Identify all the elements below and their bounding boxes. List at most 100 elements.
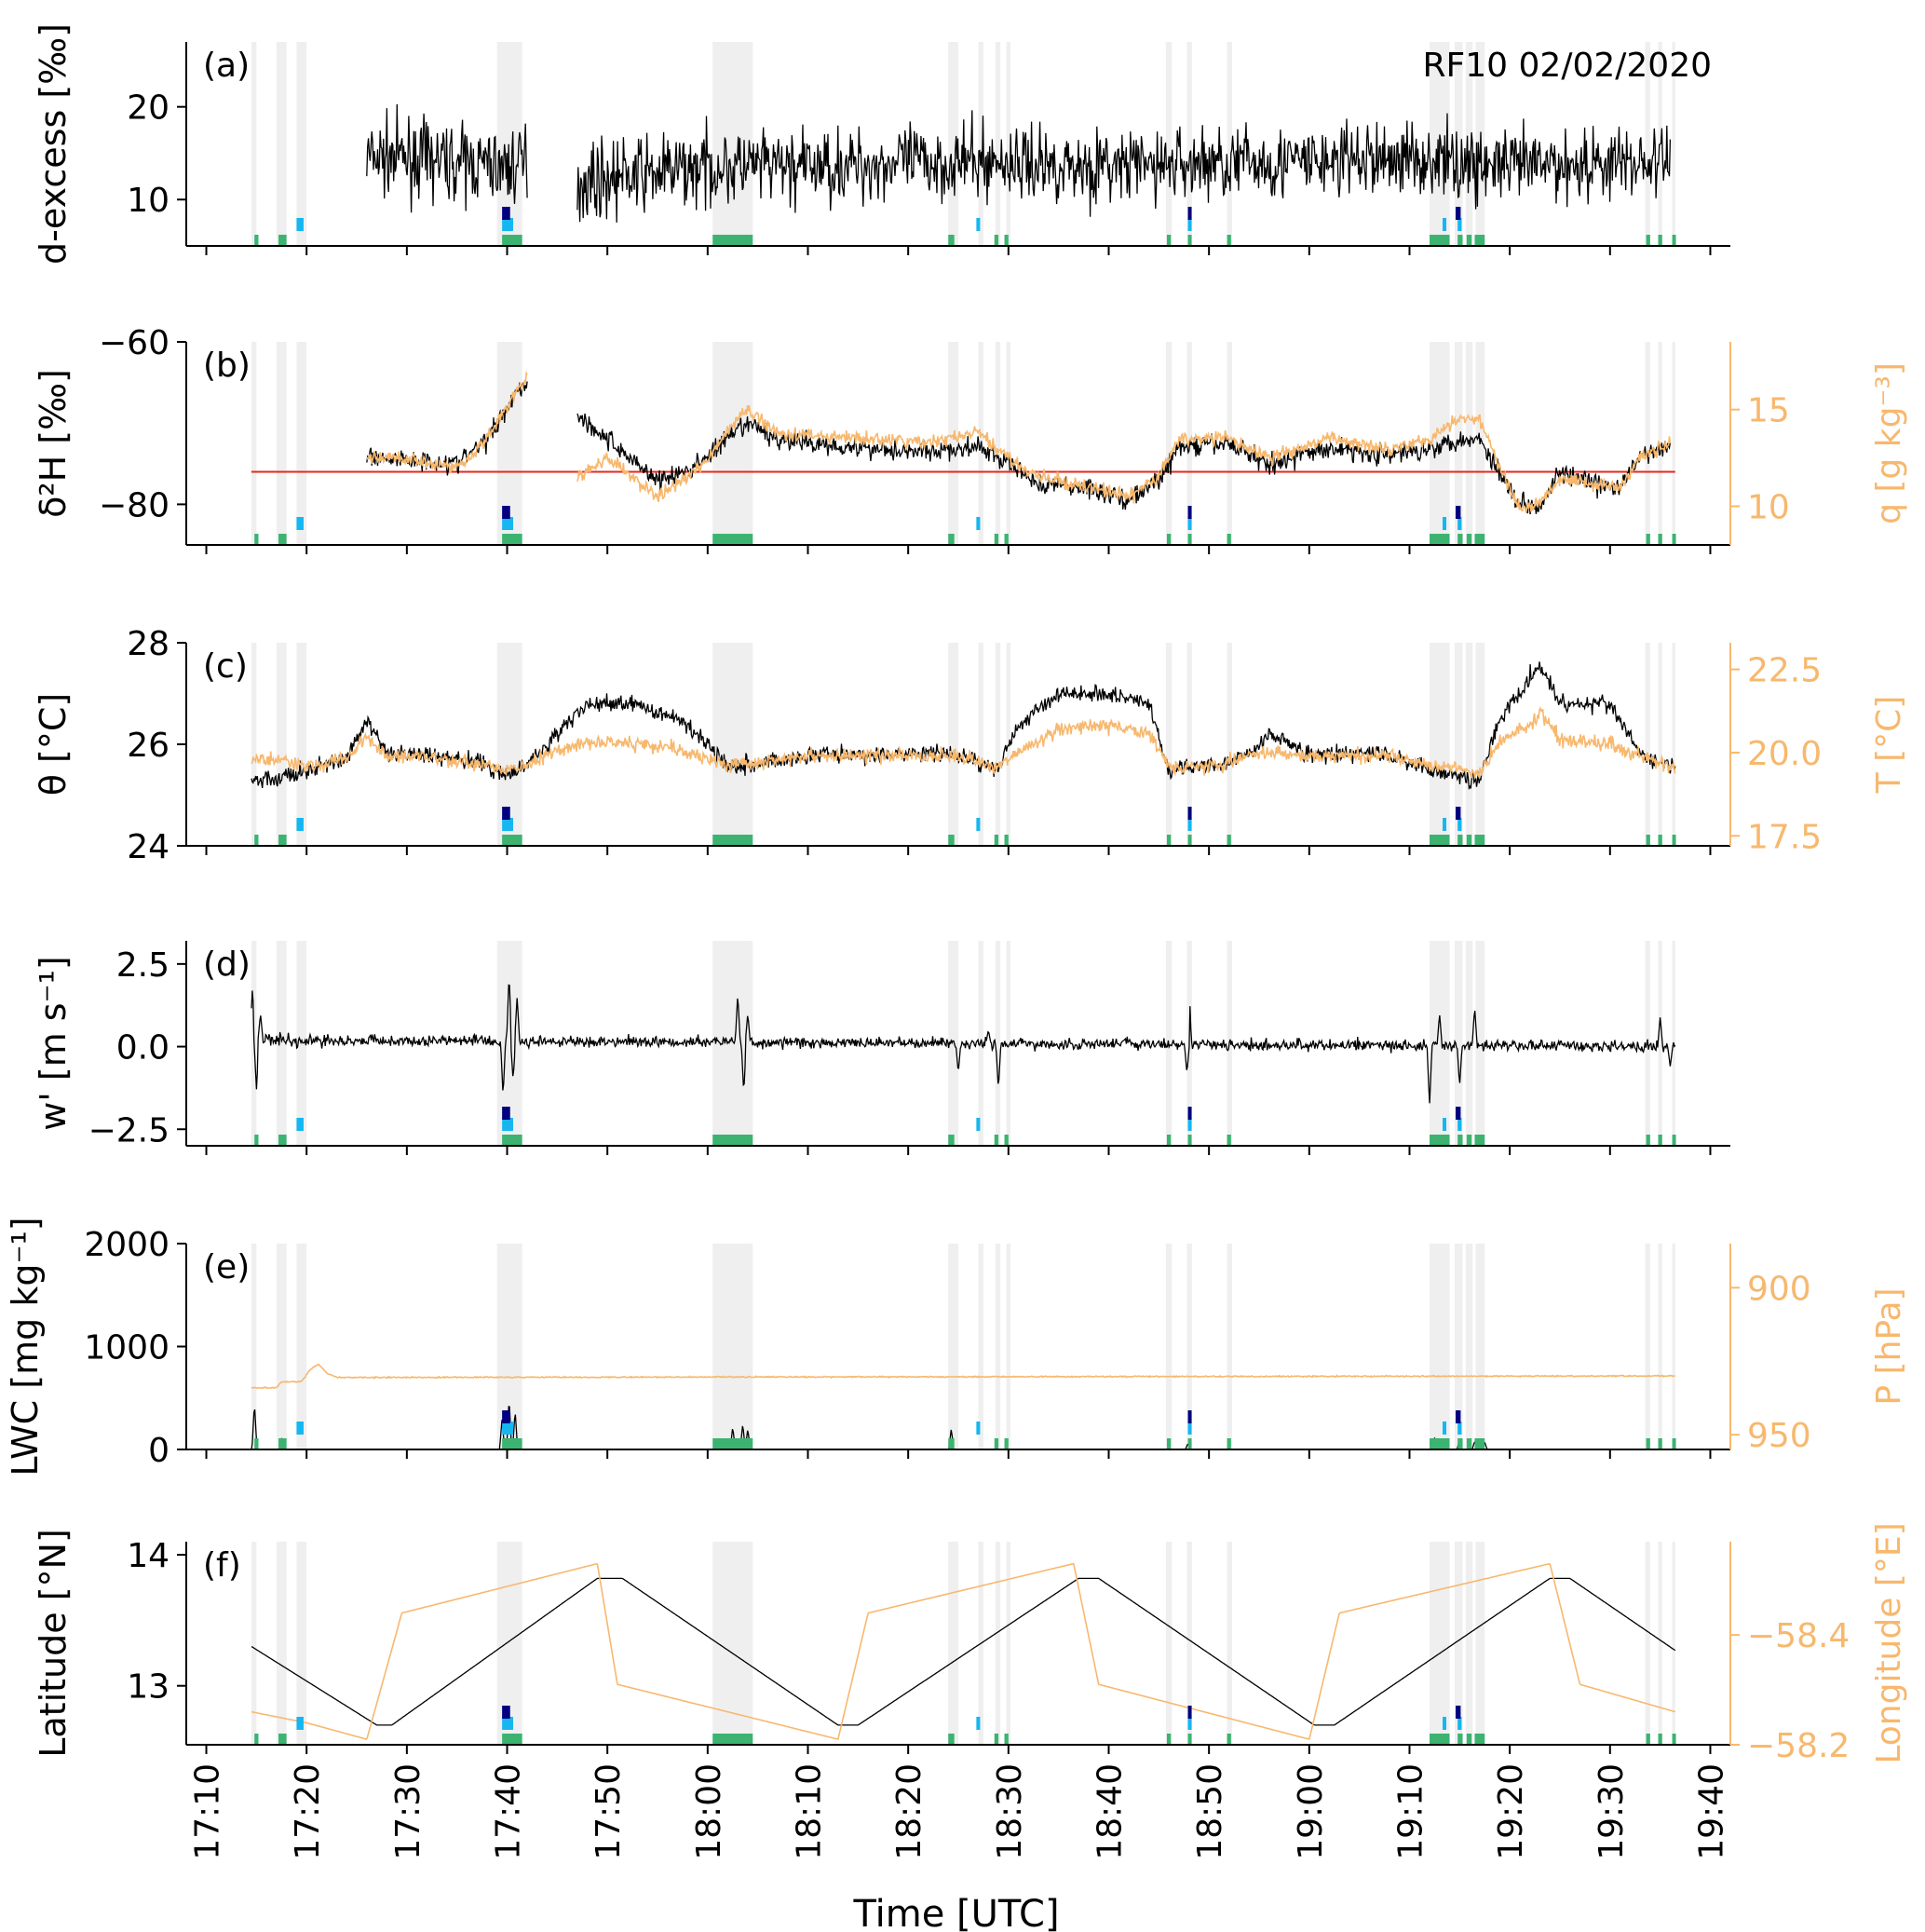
- x-axis-label: Time [UTC]: [852, 1893, 1059, 1932]
- marker-green: [1474, 1438, 1485, 1449]
- marker-green: [502, 1135, 522, 1146]
- y-axis-label-left: d-excess [‰]: [33, 23, 74, 265]
- shaded-interval: [1454, 42, 1463, 246]
- marker-navy: [1187, 1706, 1192, 1719]
- marker-green: [948, 1734, 955, 1745]
- marker-navy: [1456, 1410, 1461, 1423]
- shaded-interval: [1645, 42, 1650, 246]
- shaded-interval: [1454, 1542, 1463, 1745]
- marker-cyan: [296, 218, 304, 231]
- marker-cyan: [1187, 1717, 1192, 1730]
- marker-green: [278, 534, 287, 545]
- y-tick-label-right: −58.4: [1747, 1617, 1850, 1655]
- y-tick-label-left: −2.5: [88, 1111, 169, 1150]
- marker-green: [948, 1438, 955, 1449]
- shaded-interval: [1165, 342, 1173, 545]
- marker-green: [278, 835, 287, 846]
- marker-green: [254, 1734, 259, 1745]
- x-tick-label: 17:50: [590, 1763, 628, 1860]
- marker-green: [712, 835, 753, 846]
- shaded-interval: [978, 941, 983, 1146]
- marker-cyan: [1443, 1118, 1447, 1131]
- x-tick-label: 17:10: [189, 1763, 227, 1860]
- y-tick-label-left: −80: [99, 486, 169, 524]
- shaded-interval: [251, 643, 257, 846]
- marker-cyan: [502, 818, 513, 831]
- marker-green: [1187, 1438, 1192, 1449]
- x-tick-label: 18:00: [690, 1763, 728, 1860]
- marker-green: [994, 534, 999, 545]
- shaded-interval: [1645, 643, 1650, 846]
- marker-green: [1672, 1438, 1676, 1449]
- y-axis-label-right: q [g kg⁻³]: [1870, 362, 1908, 524]
- x-tick-label: 19:10: [1391, 1763, 1430, 1860]
- marker-cyan: [296, 818, 304, 831]
- marker-navy: [1187, 506, 1192, 519]
- marker-cyan: [976, 517, 981, 530]
- marker-green: [1004, 534, 1009, 545]
- marker-cyan: [1457, 818, 1462, 831]
- shaded-interval: [1186, 42, 1192, 246]
- marker-green: [1466, 1734, 1472, 1745]
- shaded-interval: [1454, 1244, 1463, 1449]
- x-tick-label: 18:30: [991, 1763, 1029, 1860]
- y-tick-label-left: 1000: [84, 1329, 169, 1367]
- marker-navy: [502, 807, 510, 820]
- shaded-interval: [1475, 643, 1485, 846]
- marker-cyan: [1457, 218, 1462, 231]
- marker-navy: [1456, 506, 1461, 519]
- marker-green: [254, 835, 259, 846]
- marker-cyan: [1443, 1422, 1447, 1435]
- marker-green: [1466, 1438, 1472, 1449]
- y-tick-label-right: −58.2: [1747, 1727, 1850, 1765]
- shaded-interval: [995, 1244, 1001, 1449]
- y-tick-label-left: 20: [127, 89, 169, 128]
- marker-green: [1187, 534, 1192, 545]
- marker-navy: [1187, 1107, 1192, 1120]
- marker-green: [1457, 1438, 1463, 1449]
- marker-cyan: [502, 1422, 513, 1435]
- marker-green: [1430, 1438, 1450, 1449]
- marker-cyan: [502, 218, 513, 231]
- y-axis-label-left: δ²H [‰]: [33, 369, 74, 518]
- series-line-left: [366, 103, 528, 213]
- y-tick-label-left: 24: [127, 828, 169, 866]
- marker-green: [1430, 1135, 1450, 1146]
- marker-green: [1658, 1135, 1662, 1146]
- marker-green: [712, 1438, 753, 1449]
- y-axis-label-right: P [hPa]: [1870, 1287, 1908, 1405]
- marker-navy: [1456, 207, 1461, 220]
- marker-cyan: [1187, 517, 1192, 530]
- marker-green: [1658, 835, 1662, 846]
- marker-navy: [502, 1706, 510, 1719]
- marker-cyan: [1187, 818, 1192, 831]
- shaded-interval: [1672, 1244, 1675, 1449]
- shaded-interval: [1475, 1244, 1485, 1449]
- shaded-interval: [1454, 643, 1463, 846]
- y-axis-label-left: θ [°C]: [33, 693, 74, 796]
- marker-green: [1166, 534, 1172, 545]
- y-tick-label-right: 900: [1747, 1270, 1811, 1308]
- x-tick-label: 19:20: [1492, 1763, 1530, 1860]
- shaded-interval: [978, 643, 983, 846]
- marker-green: [1457, 235, 1463, 246]
- marker-green: [1227, 235, 1231, 246]
- shaded-interval: [1227, 1542, 1232, 1745]
- x-tick-label: 17:30: [389, 1763, 427, 1860]
- marker-green: [1646, 1734, 1650, 1745]
- shaded-interval: [251, 1244, 257, 1449]
- marker-cyan: [976, 218, 981, 231]
- marker-green: [948, 835, 955, 846]
- marker-navy: [1187, 207, 1192, 220]
- shaded-interval: [276, 42, 287, 246]
- marker-green: [1004, 1734, 1009, 1745]
- marker-green: [1672, 534, 1676, 545]
- y-tick-label-left: 2000: [84, 1226, 169, 1264]
- shaded-interval: [276, 1244, 287, 1449]
- x-tick-label: 18:10: [791, 1763, 829, 1860]
- panel-label: (e): [203, 1248, 250, 1286]
- marker-green: [1227, 1135, 1231, 1146]
- shaded-interval: [251, 342, 257, 545]
- marker-green: [1004, 835, 1009, 846]
- marker-cyan: [502, 1717, 513, 1730]
